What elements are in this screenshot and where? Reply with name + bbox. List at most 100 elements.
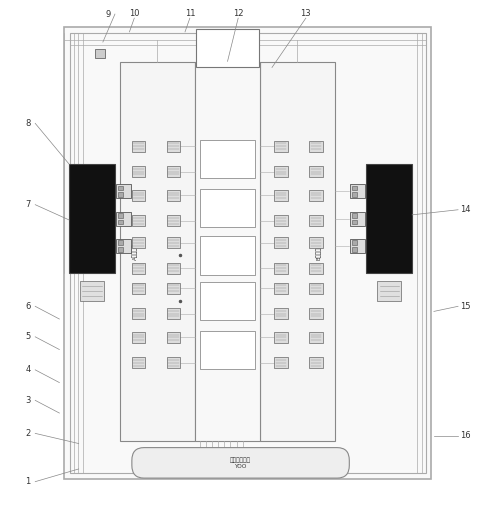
Text: 7: 7	[25, 200, 31, 209]
Bar	[350, 212, 365, 226]
Bar	[309, 308, 323, 319]
Bar	[200, 282, 255, 320]
Bar	[274, 237, 288, 248]
Bar	[274, 283, 288, 294]
Bar	[274, 141, 288, 152]
Text: 12: 12	[233, 9, 243, 17]
Text: 高压继电器/
控制器: 高压继电器/ 控制器	[219, 153, 236, 165]
Text: 电容式储能器
YOO: 电容式储能器 YOO	[230, 457, 251, 469]
Bar	[196, 29, 259, 67]
Bar	[309, 166, 323, 177]
Bar	[352, 192, 357, 197]
Text: 2: 2	[25, 429, 31, 438]
Bar	[132, 283, 145, 294]
Bar	[167, 141, 180, 152]
Bar	[132, 141, 145, 152]
Text: 接口模块: 接口模块	[384, 289, 394, 293]
Bar	[95, 49, 105, 58]
Text: 5: 5	[25, 332, 31, 341]
Text: 4: 4	[25, 365, 31, 375]
Bar	[118, 192, 123, 197]
Bar	[70, 33, 426, 473]
Bar	[200, 237, 255, 274]
Text: 11: 11	[185, 9, 195, 17]
Bar	[274, 308, 288, 319]
Bar	[167, 332, 180, 343]
Bar	[132, 190, 145, 201]
Bar	[167, 263, 180, 274]
Bar	[274, 332, 288, 343]
Text: 加热电路
控制器: 加热电路 控制器	[221, 250, 234, 261]
Bar	[132, 166, 145, 177]
Bar	[200, 331, 255, 369]
Bar	[309, 283, 323, 294]
Bar	[309, 190, 323, 201]
Bar	[309, 263, 323, 274]
Text: 高温
断路/限流
充电机: 高温 断路/限流 充电机	[220, 39, 235, 58]
Bar	[132, 237, 145, 248]
Bar	[167, 166, 180, 177]
Text: 16: 16	[460, 431, 470, 440]
Text: 3: 3	[25, 396, 31, 405]
Text: 13: 13	[300, 9, 311, 17]
Text: 9: 9	[105, 10, 110, 18]
Bar	[132, 308, 145, 319]
Text: 15: 15	[460, 302, 470, 311]
FancyBboxPatch shape	[132, 448, 349, 478]
Bar	[200, 140, 255, 178]
Bar	[120, 62, 195, 441]
Bar	[274, 190, 288, 201]
Bar	[274, 263, 288, 274]
Text: PTC/小流量
加热控制器: PTC/小流量 加热控制器	[217, 345, 238, 356]
Bar	[132, 332, 145, 343]
Bar	[309, 357, 323, 368]
Bar	[118, 186, 123, 190]
Text: 14: 14	[460, 205, 470, 214]
Text: 接口模块: 接口模块	[87, 289, 97, 293]
Bar	[352, 247, 357, 251]
Bar	[116, 184, 131, 198]
Text: 8: 8	[25, 119, 31, 128]
Bar	[167, 283, 180, 294]
Bar	[274, 357, 288, 368]
Text: 6: 6	[25, 302, 31, 311]
Bar	[350, 184, 365, 198]
Text: 1: 1	[25, 477, 31, 486]
Bar	[118, 213, 123, 218]
Text: 压缩/散热
控制器: 压缩/散热 控制器	[220, 295, 234, 306]
Bar	[167, 190, 180, 201]
Bar	[132, 357, 145, 368]
Bar	[274, 215, 288, 226]
Bar	[352, 186, 357, 190]
Bar	[260, 62, 335, 441]
Text: A区电池组: A区电池组	[133, 243, 139, 260]
Bar	[350, 239, 365, 253]
Text: B区电池组: B区电池组	[316, 243, 322, 260]
Bar	[118, 247, 123, 251]
Bar	[167, 237, 180, 248]
Bar	[118, 240, 123, 245]
Bar	[132, 263, 145, 274]
Bar	[274, 166, 288, 177]
Bar	[167, 357, 180, 368]
Bar	[377, 281, 401, 301]
Bar	[309, 141, 323, 152]
Bar	[352, 213, 357, 218]
Bar	[309, 237, 323, 248]
Bar	[64, 27, 432, 479]
Bar	[309, 215, 323, 226]
Bar	[118, 220, 123, 224]
Bar	[167, 215, 180, 226]
Bar	[200, 189, 255, 227]
Bar	[116, 212, 131, 226]
Bar	[352, 220, 357, 224]
Bar	[309, 332, 323, 343]
Bar	[132, 215, 145, 226]
Bar	[352, 240, 357, 245]
Bar	[167, 308, 180, 319]
Bar	[80, 281, 104, 301]
Bar	[116, 239, 131, 253]
Text: DC-DC
控制器: DC-DC 控制器	[219, 203, 236, 214]
Bar	[69, 164, 115, 273]
Text: 10: 10	[129, 9, 139, 17]
